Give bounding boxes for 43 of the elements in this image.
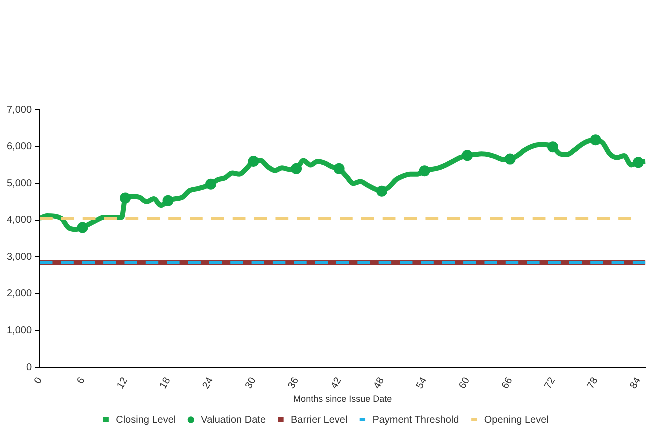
y-tick-label: 1,000 (6, 326, 32, 337)
point (633, 157, 644, 168)
legend-label: Payment Threshold (372, 414, 460, 426)
y-tick-label: 3,000 (6, 252, 32, 263)
x-tick-label: 84 (628, 376, 644, 392)
x-tick-label: 66 (500, 376, 516, 392)
y-tick-label: 2,000 (6, 288, 32, 300)
point (77, 222, 88, 234)
point (291, 163, 302, 174)
point (162, 195, 174, 206)
y-tick-label: 6,000 (6, 142, 32, 153)
y-tick-label: 0 (26, 362, 32, 374)
y-tick-label: 5,000 (6, 178, 32, 190)
x-tick-label: 30 (244, 376, 259, 392)
x-tick-label: 18 (158, 376, 174, 392)
x-tick-label: 0 (32, 376, 46, 386)
point (419, 166, 430, 177)
point (120, 192, 132, 204)
point (590, 134, 602, 146)
x-axis-title: Months since Issue Date (294, 394, 392, 404)
x-tick-label: 48 (372, 376, 388, 392)
point (548, 142, 559, 153)
x-tick-label: 60 (457, 376, 473, 392)
x-tick-label: 12 (115, 376, 131, 392)
point (504, 154, 516, 165)
point (334, 163, 345, 174)
legend-label: Opening Level (484, 414, 549, 426)
x-tick-label: 78 (586, 376, 601, 392)
legend-label: Closing Level (116, 414, 176, 426)
y-tick-label: 4,000 (6, 215, 32, 226)
legend-label: Valuation Date (201, 414, 266, 426)
x-tick-label: 24 (200, 376, 216, 392)
x-tick-label: 54 (414, 376, 430, 392)
point (206, 178, 217, 190)
point (248, 156, 260, 168)
x-tick-label: 36 (286, 376, 302, 392)
x-tick-label: 42 (329, 376, 344, 392)
y-tick-label: 7,000 (6, 104, 32, 116)
legend-label: Barrier Level (291, 414, 348, 426)
x-tick-label: 6 (75, 376, 88, 386)
point (462, 150, 474, 162)
x-tick-label: 72 (542, 376, 558, 392)
point (376, 186, 388, 197)
